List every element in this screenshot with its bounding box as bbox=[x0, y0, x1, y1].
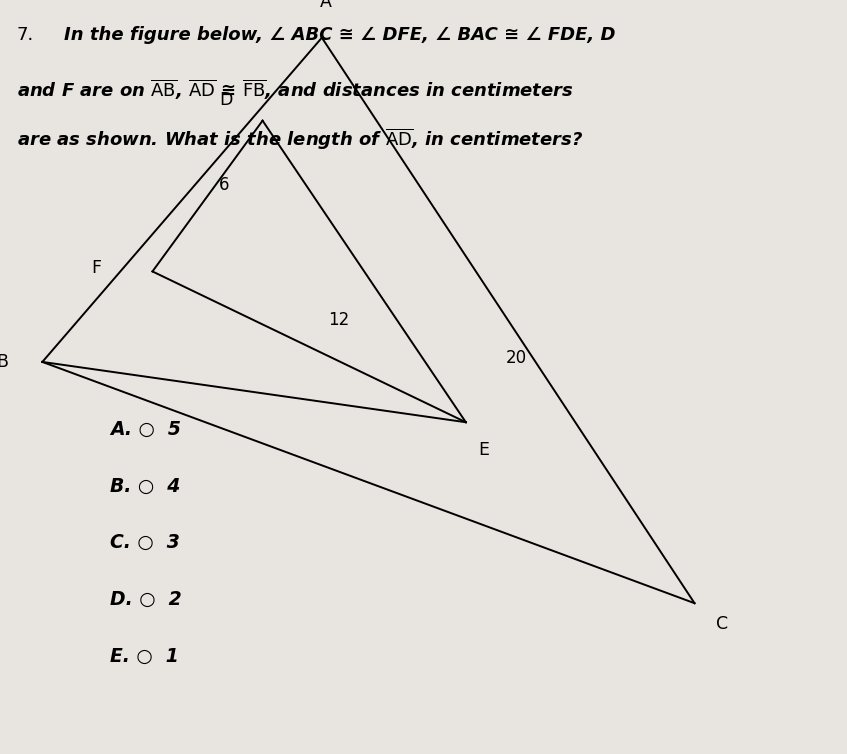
Text: C. ○  3: C. ○ 3 bbox=[110, 533, 180, 553]
Text: and F are on $\overline{\mathrm{AB}}$, $\overline{\mathrm{AD}}$ ≅ $\overline{\ma: and F are on $\overline{\mathrm{AB}}$, $… bbox=[17, 78, 573, 102]
Text: A. ○  5: A. ○ 5 bbox=[110, 420, 181, 440]
Text: B: B bbox=[0, 353, 8, 371]
Text: 12: 12 bbox=[328, 311, 350, 329]
Text: 20: 20 bbox=[507, 349, 527, 367]
Text: E: E bbox=[479, 441, 490, 459]
Text: In the figure below, ∠ ABC ≅ ∠ DFE, ∠ BAC ≅ ∠ FDE, D: In the figure below, ∠ ABC ≅ ∠ DFE, ∠ BA… bbox=[64, 26, 615, 44]
Text: D. ○  2: D. ○ 2 bbox=[110, 590, 182, 609]
Text: E. ○  1: E. ○ 1 bbox=[110, 646, 179, 666]
Text: F: F bbox=[91, 259, 102, 277]
Text: A: A bbox=[320, 0, 332, 11]
Text: D: D bbox=[219, 91, 233, 109]
Text: C: C bbox=[716, 615, 728, 633]
Text: B. ○  4: B. ○ 4 bbox=[110, 477, 180, 496]
Text: are as shown. What is the length of $\overline{\mathrm{AD}}$, in centimeters?: are as shown. What is the length of $\ov… bbox=[17, 127, 584, 152]
Text: 6: 6 bbox=[219, 176, 230, 194]
Text: 7.: 7. bbox=[17, 26, 34, 44]
